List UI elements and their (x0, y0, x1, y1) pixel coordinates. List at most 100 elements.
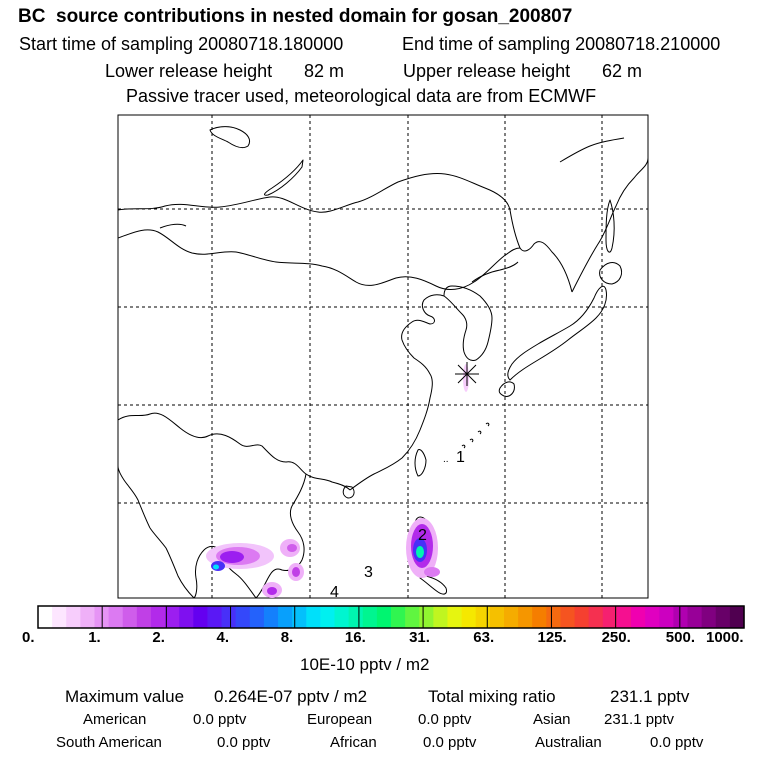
start-time-label: Start time of sampling 20080718.180000 (19, 34, 344, 54)
cluster-label-2: 2 (418, 527, 427, 544)
receptor-marker (455, 362, 479, 386)
region-value: 0.0 pptv (650, 734, 704, 751)
lower-release-value: 82 m (304, 61, 345, 81)
mindoro-visayas (419, 575, 447, 595)
colorbar-cell (701, 606, 717, 628)
colorbar-tick-label: 1000. (706, 629, 744, 646)
colorbar-cell (376, 606, 392, 628)
region-value: 231.1 pptv (604, 711, 675, 728)
colorbar-cell (588, 606, 604, 628)
colorbar-cell (729, 606, 745, 628)
colorbar-cell (348, 606, 364, 628)
colorbar-cell (207, 606, 223, 628)
gulf-of-thailand (193, 545, 257, 598)
colorbar-cell (165, 606, 180, 628)
total-mixing-value: 231.1 pptv (610, 687, 690, 706)
cluster-label-1: 1 (456, 449, 465, 466)
colorbar-cell (52, 606, 67, 628)
colorbar-cell (306, 606, 321, 628)
colorbar-cell (38, 606, 53, 628)
region-name: European (307, 711, 373, 728)
cluster-label-4: 4 (330, 584, 339, 601)
region-value: 0.0 pptv (217, 734, 271, 751)
colorbar-cell (560, 606, 576, 628)
upper-release-label: Upper release height (403, 61, 571, 81)
colorbar-cell (715, 606, 731, 628)
colorbar-tick-label: 2. (152, 629, 165, 646)
colorbar-cell (122, 606, 138, 628)
mongolia-border (118, 229, 521, 290)
plot-title: BC source contributions in nested domain… (18, 6, 573, 27)
colorbar-cell (489, 606, 505, 628)
colorbar-tick-label: 4. (216, 629, 230, 646)
total-mixing-label: Total mixing ratio (428, 687, 556, 706)
colorbar-tick-label: 125. (537, 629, 567, 646)
colorbar-cell (179, 606, 194, 628)
colorbar-tick-label: 250. (601, 629, 631, 646)
colorbar-cell (659, 606, 674, 628)
colorbar-cell (80, 606, 96, 628)
end-time-label: End time of sampling 20080718.210000 (402, 34, 721, 54)
south-china-coast (349, 294, 445, 491)
colorbar-cell (518, 606, 533, 628)
colorbar-cell (193, 606, 209, 628)
colorbar-cell (221, 606, 237, 628)
colorbar-cell (249, 606, 265, 628)
colorbar-cell (673, 606, 689, 628)
colorbar-cell (419, 606, 434, 628)
china-southwest-border (118, 412, 351, 491)
colorbar-tick-label: 500. (665, 629, 695, 646)
colorbar-cell (645, 606, 660, 628)
japan-honshu (507, 285, 607, 381)
colorbar-tick-label: 31. (409, 629, 430, 646)
colorbar-cell (574, 606, 590, 628)
russia-far-east-coast (571, 157, 648, 293)
colorbar-cell (362, 606, 378, 628)
region-name: South American (56, 734, 162, 751)
colorbar-cell (532, 606, 547, 628)
colorbar-tick-label: 0. (22, 629, 35, 646)
region-value: 0.0 pptv (193, 711, 247, 728)
colorbar-tick-label: 8. (280, 629, 294, 646)
colorbar-cell (602, 606, 618, 628)
contour-patch (213, 564, 219, 570)
colorbar-cell (292, 606, 307, 628)
colorbar-unit-label: 10E-10 pptv / m2 (300, 655, 430, 674)
colorbar-cell (391, 606, 406, 628)
region-name: Australian (535, 734, 602, 751)
indochina-coast (255, 473, 307, 598)
malay-peninsula (149, 527, 195, 598)
region-value: 0.0 pptv (423, 734, 477, 751)
colorbar-tick-label: 63. (473, 629, 495, 646)
arctic-lake-outline (209, 126, 251, 149)
contour-patch (292, 567, 300, 577)
max-value-label: Maximum value (65, 687, 185, 706)
bohai-korea-coast (443, 285, 493, 361)
cluster-label-3: 3 (364, 564, 373, 581)
russia-border (118, 173, 573, 293)
hainan (342, 485, 355, 499)
colorbar-tick-label: 1. (88, 629, 101, 646)
region-name: American (83, 711, 147, 728)
ryukyu-islands (461, 422, 490, 449)
upper-release-value: 62 m (602, 61, 643, 81)
lake-baikal (264, 159, 304, 196)
colorbar-cell (461, 606, 477, 628)
colorbar-cell (235, 606, 251, 628)
colorbar-cell (687, 606, 703, 628)
tracer-note: Passive tracer used, meteorological data… (126, 86, 597, 106)
colorbar-cell (334, 606, 350, 628)
sakhalin (605, 199, 615, 253)
lat-lon-grid (118, 115, 648, 598)
colorbar-cell (278, 606, 293, 628)
korea-north-border (471, 261, 519, 283)
kamchatka-shore (559, 137, 625, 163)
contour-patch (267, 587, 277, 595)
map-frame (117, 114, 649, 599)
colorbar-cell (433, 606, 449, 628)
region-name: African (330, 734, 377, 751)
coastlines-and-borders (118, 126, 648, 598)
colorbar-tick-label: 16. (344, 629, 366, 646)
